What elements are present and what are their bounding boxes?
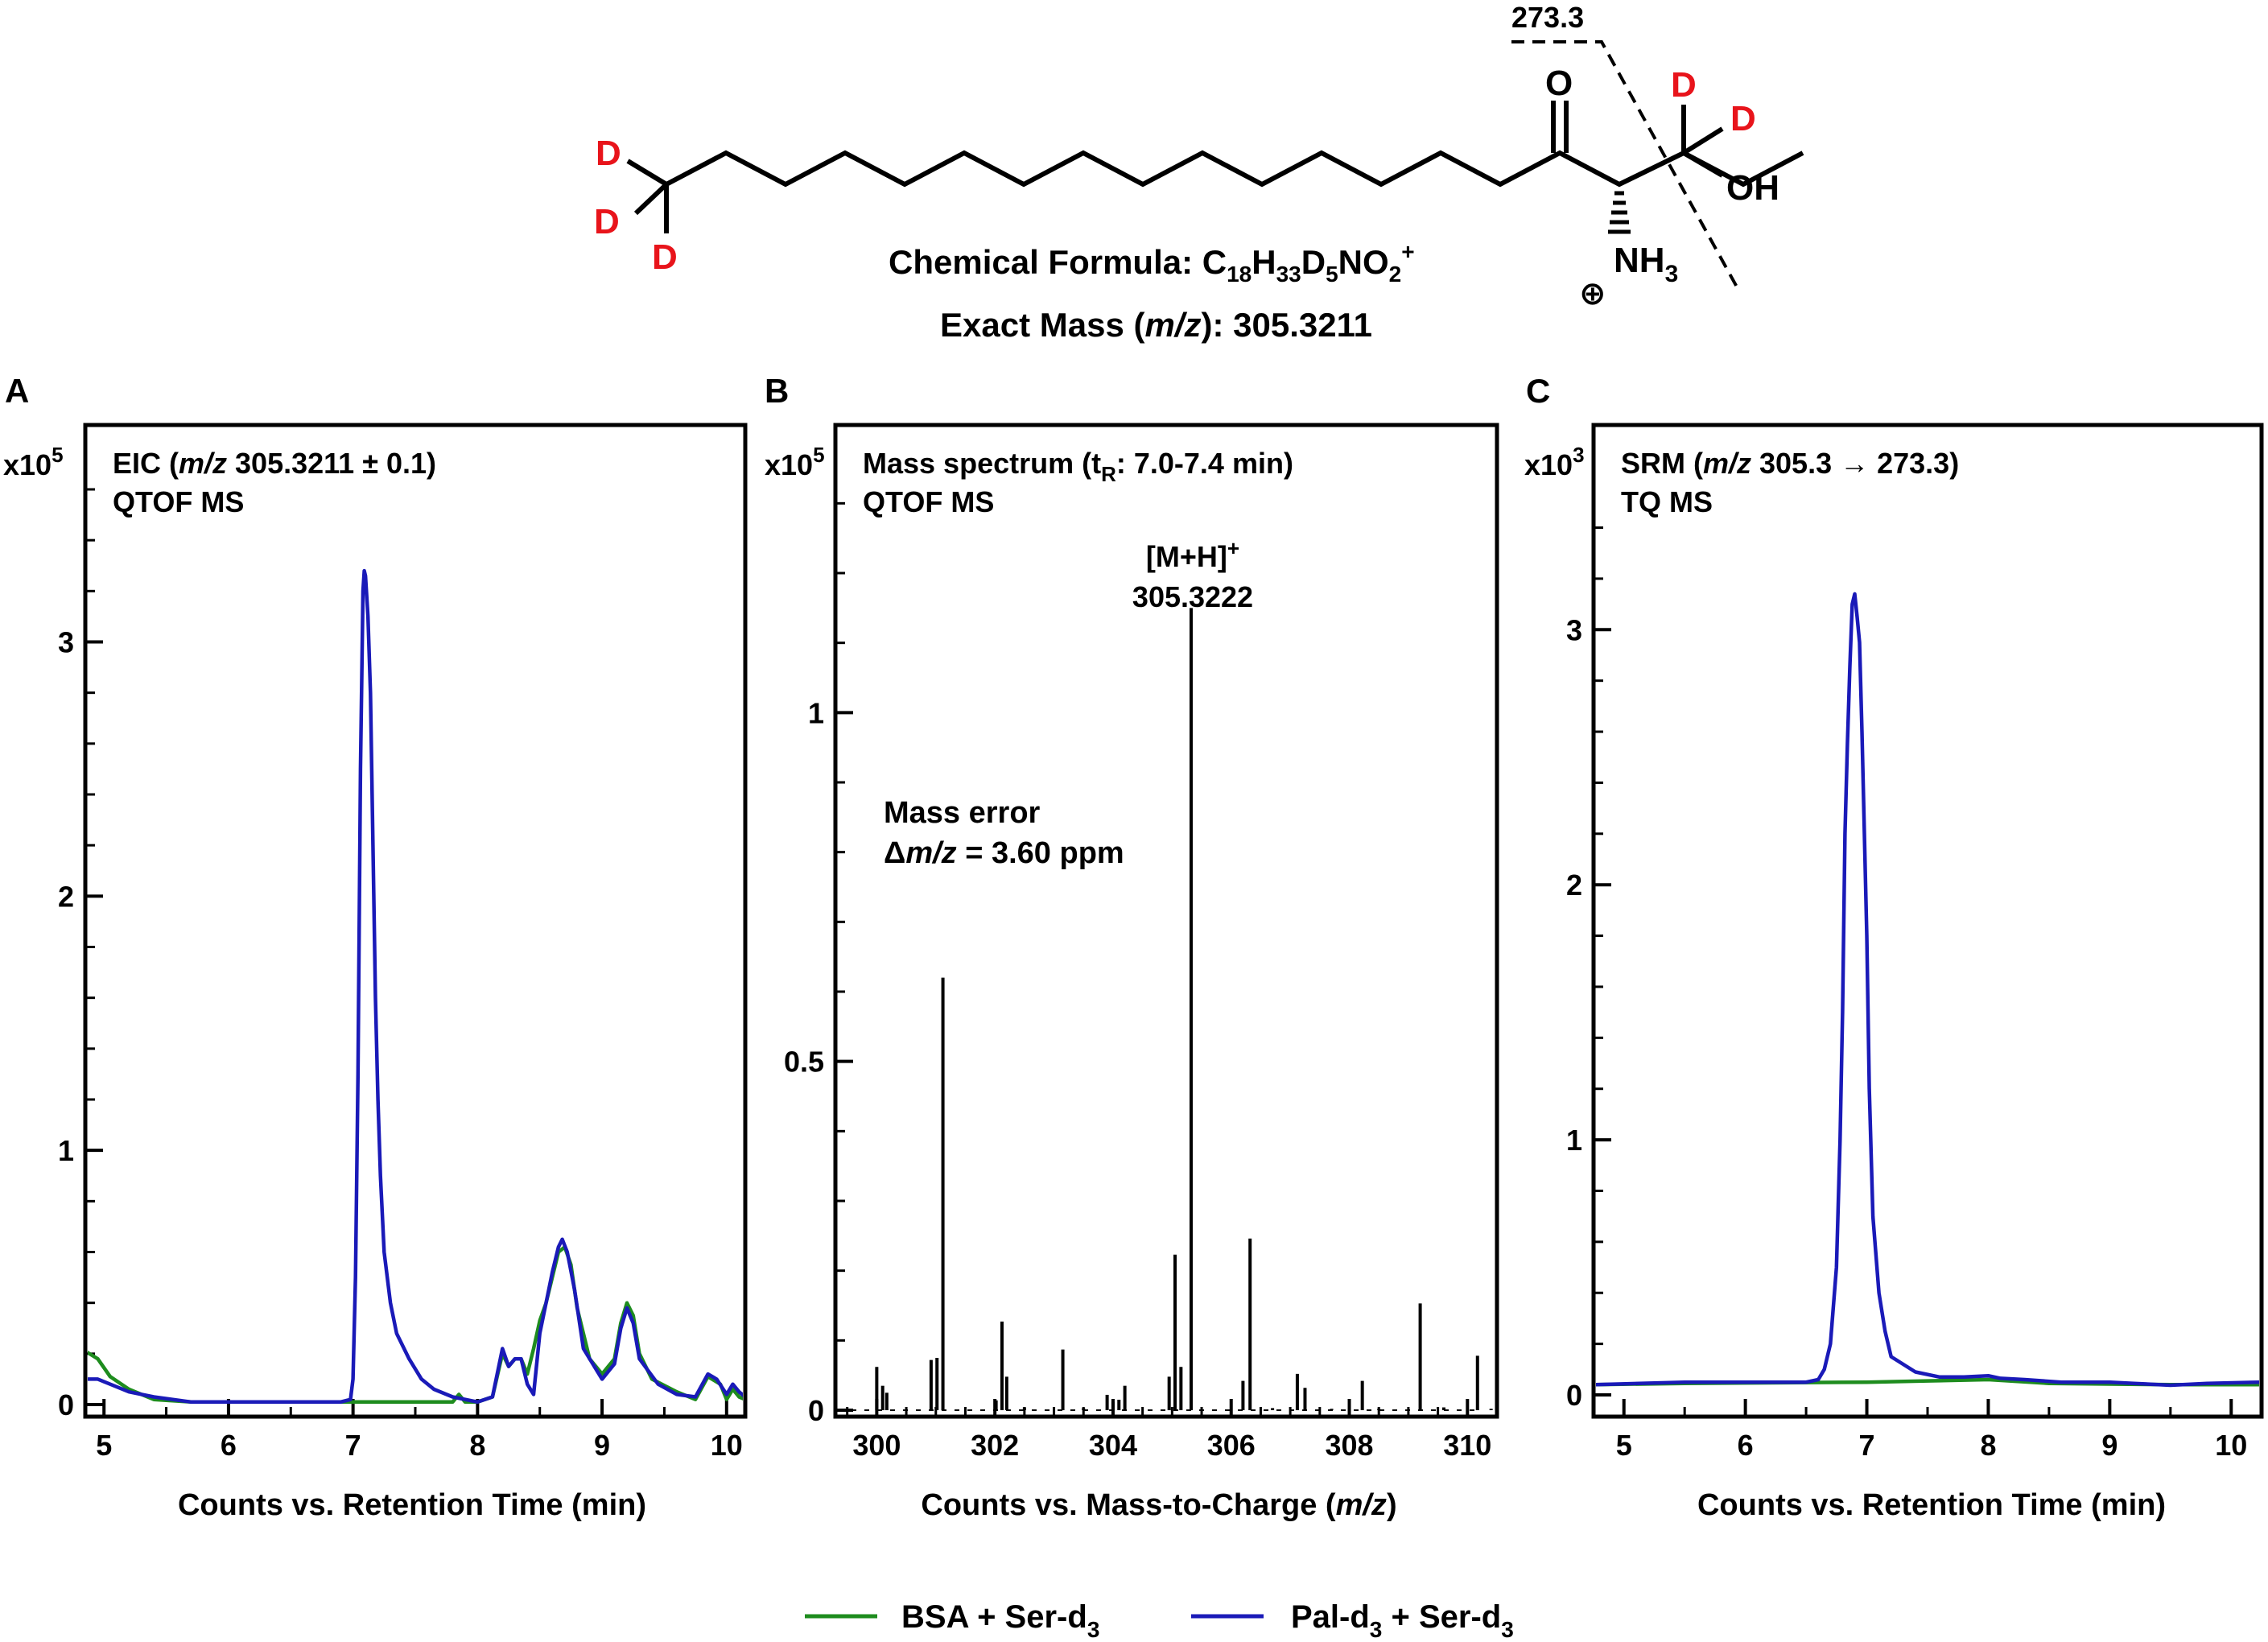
panel-c-letter: C [1526,372,1550,410]
y-tick-label: 2 [58,880,74,913]
legend-label-pal: Pal-d3 + Ser-d3 [1291,1599,1514,1642]
panel-a-subtitle: QTOF MS [113,485,244,518]
panel-c-xlabel: Counts vs. Retention Time (min) [1697,1488,2166,1522]
alkyl-chain-bonds [665,150,1804,188]
legend: BSA + Ser-d3 Pal-d3 + Ser-d3 [805,1599,1514,1642]
deuterium-label-1: D [596,134,621,173]
x-tick-label: 10 [2215,1429,2247,1462]
panel-c-title: SRM (m/z 305.3 → 273.3) [1621,447,1959,480]
legend-label-bsa: BSA + Ser-d3 [901,1599,1099,1642]
x-tick-label: 306 [1207,1429,1256,1462]
x-tick-label: 302 [971,1429,1019,1462]
fragmentation-line [1511,40,1740,291]
y-tick-label: 0 [808,1394,824,1427]
y-tick-label: 1 [58,1134,74,1167]
hashed-wedge-bond [1608,191,1631,234]
cd2-to-oh-bond [1682,151,1724,178]
mass-error-value: Δm/z = 3.60 ppm [884,836,1124,870]
panel-a: A x105 EIC (m/z 305.3211 ± 0.1) QTOF MS … [3,372,748,1522]
panel-a-title: EIC (m/z 305.3211 ± 0.1) [113,447,436,480]
x-tick-label: 9 [594,1429,610,1462]
atom-oxygen: O [1545,64,1573,103]
panel-b-xlabel: Counts vs. Mass-to-Charge (m/z) [921,1488,1396,1522]
series-line-bsa [88,1244,743,1405]
x-tick-label: 7 [345,1429,361,1462]
y-tick-label: 0.5 [784,1046,824,1079]
chemical-structure: 273.3 O OH NH3 ⊕ D D D D D Chemical Form… [594,1,1804,344]
y-tick-label: 3 [58,626,74,659]
cd2-d2-bond [1682,126,1724,155]
deuterium-label-2: D [594,202,620,241]
peak-label-mz: 305.3222 [1132,580,1253,613]
exact-mass: Exact Mass (m/z): 305.3211 [940,306,1372,344]
panel-b-plot [845,608,1493,1411]
panel-b-letter: B [765,372,789,410]
panel-a-axes: 5 6 7 8 9 10 0 1 2 3 [58,488,743,1462]
panel-a-letter: A [5,372,29,410]
y-tick-label: 1 [1566,1124,1582,1157]
panel-c-subtitle: TQ MS [1621,485,1713,518]
panel-a-multiplier: x105 [3,443,64,481]
panel-c-multiplier: x103 [1524,443,1585,481]
x-tick-label: 300 [852,1429,901,1462]
panel-b-title: Mass spectrum (tR: 7.0-7.4 min) [863,447,1293,486]
y-tick-label: 3 [1566,613,1582,646]
x-tick-label: 8 [469,1429,485,1462]
panel-c-plot [1596,592,2259,1388]
peak-label-ion: [M+H]+ [1146,536,1239,573]
x-tick-label: 5 [96,1429,112,1462]
positive-charge-symbol: ⊕ [1579,276,1606,311]
x-tick-label: 5 [1616,1429,1632,1462]
panel-b-multiplier: x105 [765,443,825,481]
x-tick-label: 304 [1089,1429,1137,1462]
cd3-d2-bond [633,182,669,216]
deuterium-label-3: D [652,237,678,277]
y-tick-label: 0 [1566,1379,1582,1412]
y-tick-label: 0 [58,1388,74,1421]
panel-c-frame [1591,423,2264,1419]
deuterium-label-4: D [1671,65,1697,105]
panel-a-frame [83,423,748,1419]
x-tick-label: 310 [1443,1429,1491,1462]
series-line-pal [88,568,743,1405]
x-tick-label: 6 [1738,1429,1754,1462]
x-tick-label: 7 [1859,1429,1875,1462]
y-tick-label: 1 [808,696,824,729]
atom-hydroxyl: OH [1726,168,1779,208]
panel-b: B x105 Mass spectrum (tR: 7.0-7.4 min) Q… [765,372,1499,1522]
fragment-label: 273.3 [1511,1,1584,34]
panel-a-xlabel: Counts vs. Retention Time (min) [178,1488,646,1522]
x-tick-label: 10 [711,1429,743,1462]
x-tick-label: 9 [2101,1429,2117,1462]
series-line-pal [1596,592,2259,1388]
deuterium-label-5: D [1730,99,1756,138]
panel-b-frame [833,423,1499,1419]
chemical-formula: Chemical Formula: C18H33D5NO2+ [889,239,1415,287]
atom-amine: NH3 [1614,241,1678,287]
panel-b-subtitle: QTOF MS [863,485,994,518]
panel-c: C x103 SRM (m/z 305.3 → 273.3) TQ MS 5 6 7… [1524,372,2264,1522]
mass-error-title: Mass error [884,796,1041,830]
panel-a-plot [88,568,743,1405]
panel-c-axes: 5 6 7 8 9 10 0 1 2 3 [1566,526,2247,1462]
y-tick-label: 2 [1566,868,1582,901]
panel-b-axes: 300 302 304 306 308 310 0 0.5 1 [784,501,1499,1462]
x-tick-label: 8 [1980,1429,1996,1462]
x-tick-label: 6 [221,1429,237,1462]
cd3-d1-bond [626,159,668,187]
x-tick-label: 308 [1325,1429,1373,1462]
